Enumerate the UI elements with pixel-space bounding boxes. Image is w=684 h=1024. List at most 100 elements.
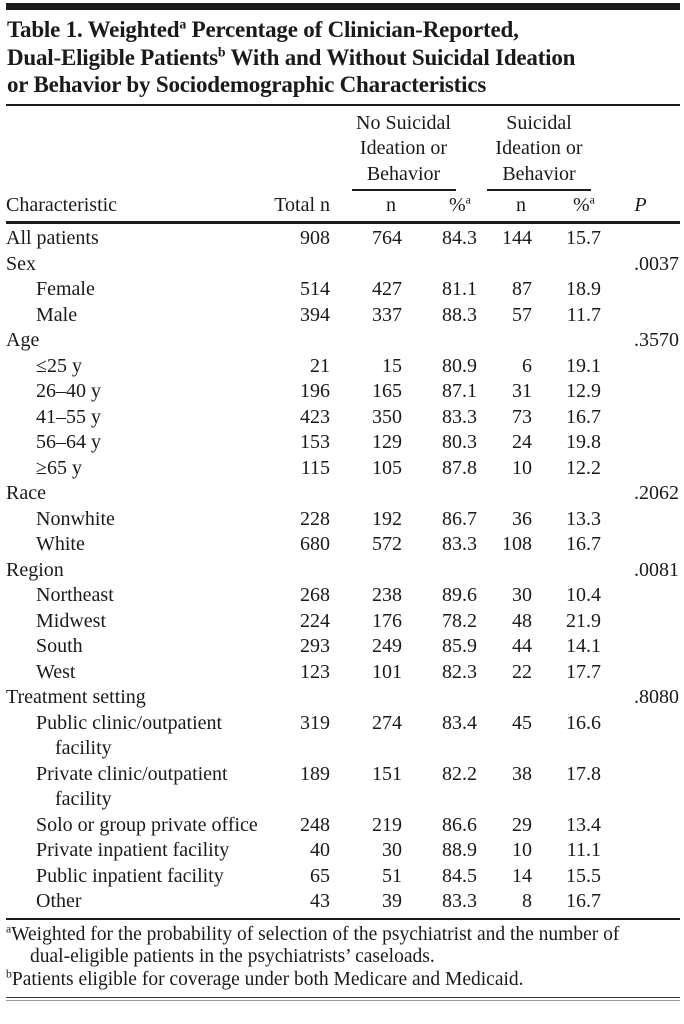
cell-si-n <box>477 558 532 584</box>
cell-nsi-pct: 80.3 <box>442 431 477 453</box>
table-row: Race .2062 <box>6 481 680 507</box>
row-label: ≤25 y <box>36 354 82 377</box>
table-row: Midwest 224 176 78.2 48 21.9 <box>6 609 680 635</box>
cell-si-n: 45 <box>512 711 532 734</box>
cell-nsi-n <box>330 328 402 354</box>
cell-nsi-n: 350 <box>372 405 402 428</box>
si-n-header: n <box>477 191 532 224</box>
cell-total-n: 423 <box>300 405 330 428</box>
cell-total-n: 189 <box>300 762 330 785</box>
table-row: ≤25 y 21 15 80.9 6 19.1 <box>6 354 680 380</box>
cell-nsi-pct: 86.7 <box>442 507 477 530</box>
cell-p <box>601 223 680 252</box>
cell-total-n: 908 <box>300 227 330 249</box>
table-row: West 123 101 82.3 22 17.7 <box>6 660 680 686</box>
cell-nsi-pct <box>402 252 477 278</box>
cell-nsi-n: 151 <box>372 762 402 785</box>
cell-si-pct <box>532 685 601 711</box>
table-row: White 680 572 83.3 108 16.7 <box>6 532 680 558</box>
cell-si-pct: 12.9 <box>566 380 601 402</box>
table-row: Age .3570 <box>6 328 680 354</box>
cell-si-pct: 21.9 <box>566 609 601 632</box>
footnote-marker-b: b <box>6 967 12 981</box>
cell-nsi-n <box>330 252 402 278</box>
row-label: Northeast <box>36 584 114 606</box>
table-row: Treatment setting .8080 <box>6 685 680 711</box>
cell-total-n: 123 <box>300 660 330 683</box>
cell-nsi-n: 219 <box>372 813 402 836</box>
row-label: 41–55 y <box>36 405 101 428</box>
cell-nsi-n: 51 <box>382 864 402 887</box>
cell-nsi-pct: 82.2 <box>442 762 477 785</box>
cell-p: .0037 <box>634 252 679 275</box>
cell-p <box>601 838 680 864</box>
row-label: Age <box>6 329 40 351</box>
characteristic-header: Characteristic <box>6 191 258 224</box>
cell-total-n: 65 <box>310 864 330 887</box>
cell-nsi-pct: 81.1 <box>442 278 477 300</box>
cell-nsi-pct <box>402 685 477 711</box>
cell-p <box>601 711 680 762</box>
cell-nsi-n <box>330 481 402 507</box>
cell-nsi-pct: 85.9 <box>442 635 477 657</box>
si-pct-header: %a <box>532 191 601 224</box>
table-row: Private inpatient facility 40 30 88.9 10… <box>6 838 680 864</box>
cell-si-pct <box>532 481 601 507</box>
footnote-b: bPatients eligible for coverage under bo… <box>6 967 524 991</box>
cell-si-n: 10 <box>512 456 532 479</box>
cell-total-n <box>258 328 330 354</box>
group-header-no-suicidal: No Suicidal Ideation or Behavior <box>330 108 477 191</box>
title-text: With and Without Suicidal Ideation <box>225 44 576 70</box>
row-label: ≥65 y <box>36 456 82 479</box>
cell-nsi-n <box>330 685 402 711</box>
cell-nsi-pct: 80.9 <box>442 354 477 377</box>
cell-total-n: 228 <box>300 507 330 530</box>
cell-si-pct: 16.7 <box>532 889 601 920</box>
cell-p <box>601 507 680 533</box>
cell-p <box>601 762 680 813</box>
footnote-marker-b: b <box>217 43 226 59</box>
cell-total-n: 153 <box>300 431 330 453</box>
row-label: Nonwhite <box>36 507 115 530</box>
row-label: 26–40 y <box>36 380 101 402</box>
nsi-pct-header: %a <box>402 191 477 224</box>
cell-si-pct: 10.4 <box>566 584 601 606</box>
cell-si-n: 44 <box>512 635 532 657</box>
row-label: Region <box>6 558 64 581</box>
total-n-header: Total n <box>258 191 330 224</box>
cell-si-n: 87 <box>512 278 532 300</box>
cell-si-n: 38 <box>512 762 532 785</box>
row-label: Private clinic/outpatient facility <box>36 762 228 811</box>
cell-nsi-n: 30 <box>382 839 402 861</box>
title-text: Percentage of Clinician-Reported, <box>186 17 519 42</box>
cell-nsi-pct: 84.3 <box>442 227 477 249</box>
table-row: Other 43 39 83.3 8 16.7 <box>6 889 680 920</box>
cell-nsi-pct: 83.3 <box>442 405 477 428</box>
cell-total-n: 293 <box>300 635 330 657</box>
cell-nsi-n: 249 <box>372 635 402 657</box>
row-label: Treatment setting <box>6 686 146 708</box>
top-rule <box>6 3 680 10</box>
cell-nsi-n: 274 <box>372 711 402 734</box>
cell-p <box>601 813 680 839</box>
cell-nsi-n: 337 <box>372 303 402 326</box>
cell-p <box>601 303 680 329</box>
cell-nsi-n: 176 <box>372 609 402 632</box>
table-row: Public clinic/outpatient facility 319 27… <box>6 711 680 762</box>
spacer-cell <box>258 108 330 192</box>
cell-si-pct <box>532 558 601 584</box>
cell-total-n <box>258 685 330 711</box>
cell-p <box>601 532 680 558</box>
cell-nsi-n: 427 <box>372 278 402 300</box>
cell-p <box>601 405 680 431</box>
row-label: Race <box>6 482 46 504</box>
cell-nsi-n: 101 <box>372 660 402 683</box>
cell-p: .2062 <box>634 482 679 504</box>
table-row: Nonwhite 228 192 86.7 36 13.3 <box>6 507 680 533</box>
table-row: Region .0081 <box>6 558 680 584</box>
row-label: Private inpatient facility <box>36 839 230 861</box>
cell-p: .0081 <box>634 558 679 581</box>
cell-nsi-pct <box>402 558 477 584</box>
cell-si-n: 8 <box>477 889 532 920</box>
cell-si-pct: 17.7 <box>566 660 601 683</box>
